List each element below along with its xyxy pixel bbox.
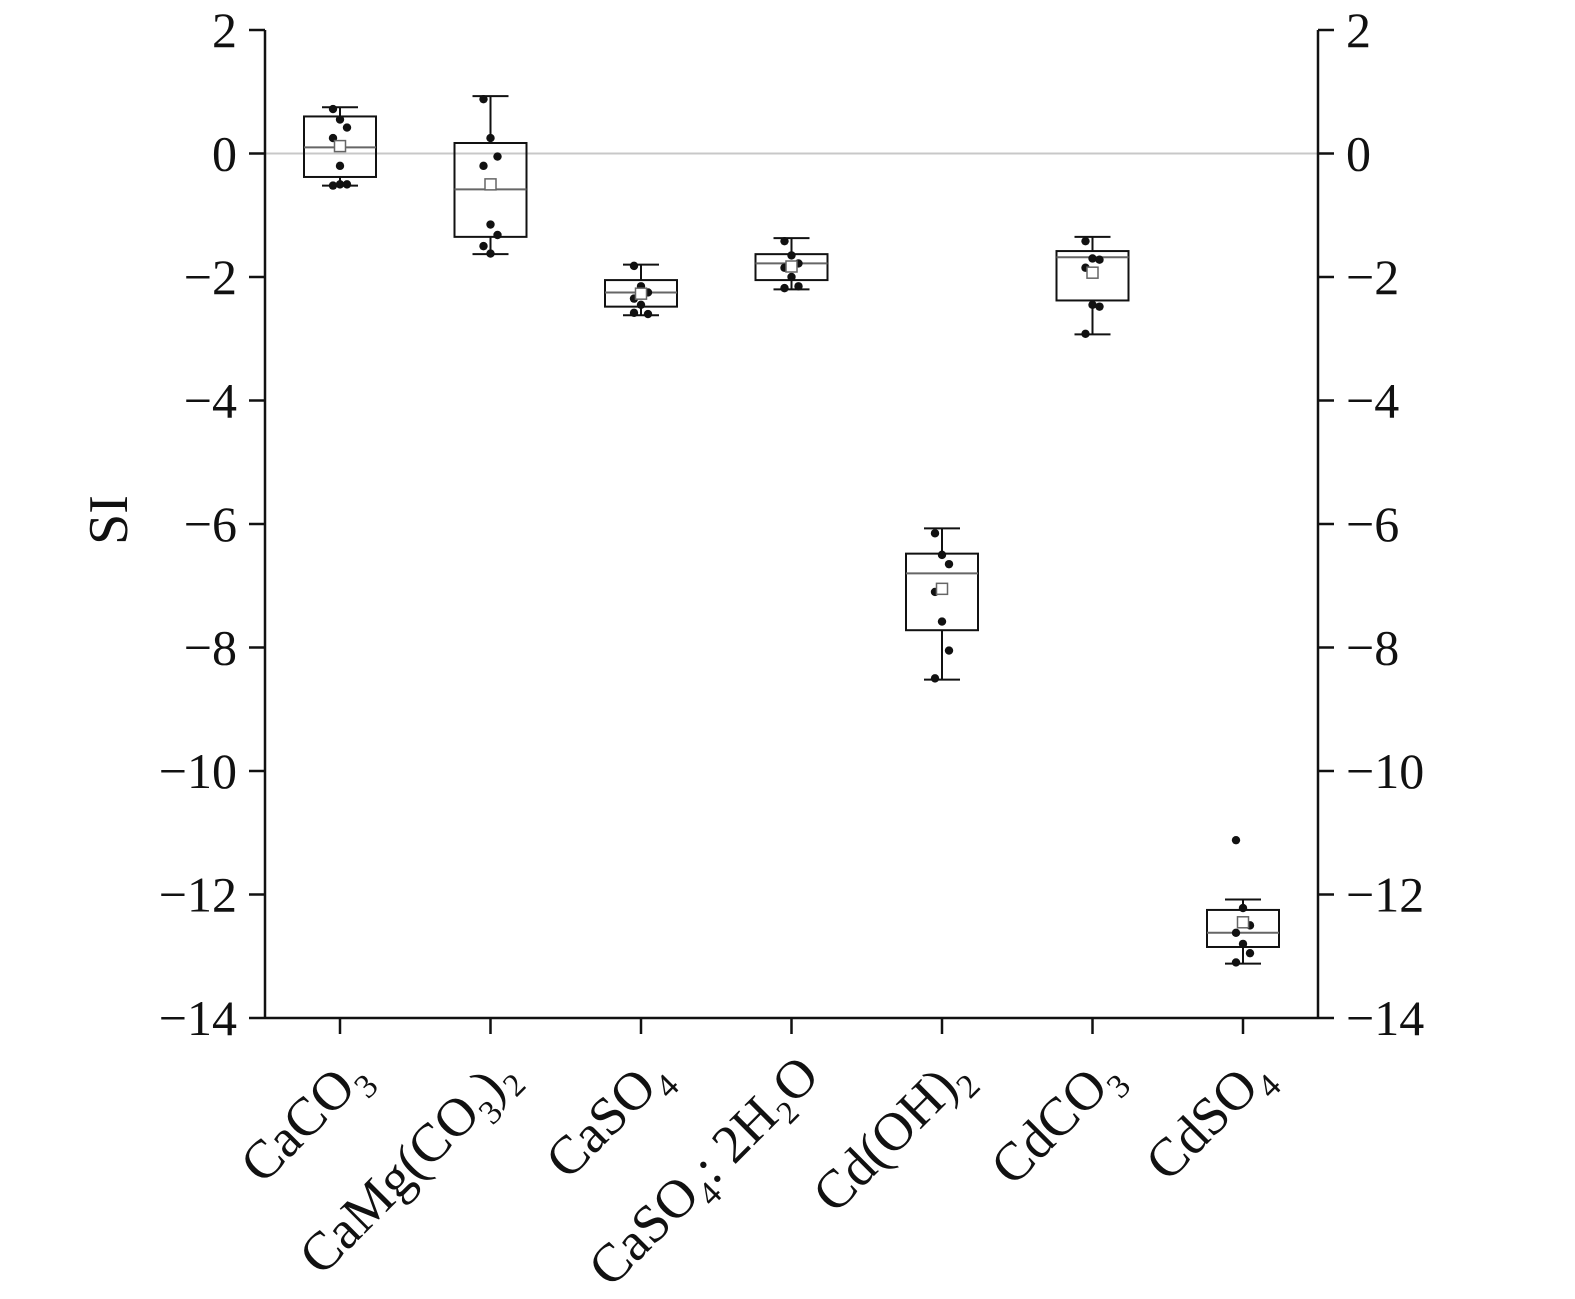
data-point	[937, 617, 947, 626]
data-point	[479, 94, 488, 104]
data-point	[1081, 329, 1090, 339]
category-name: CdCO	[979, 1056, 1119, 1196]
data-point	[787, 251, 796, 260]
y-tick-label-left: −6	[184, 496, 237, 552]
x-category-label: CdCO3	[979, 1044, 1138, 1203]
data-point	[944, 646, 954, 655]
data-point	[479, 241, 488, 251]
y-tick-label-left: −8	[184, 620, 237, 676]
category-suffix: : 2H₂O	[680, 1044, 830, 1194]
data-point	[486, 133, 495, 143]
y-tick-label-right: −4	[1346, 373, 1399, 429]
mean-marker	[935, 582, 949, 596]
y-axis-label: SI	[78, 495, 140, 545]
data-point	[328, 104, 338, 114]
category-name: CaSO	[534, 1056, 668, 1190]
data-point	[493, 152, 502, 161]
data-point	[1081, 236, 1090, 246]
data-point	[493, 230, 502, 240]
y-tick-label-right: −8	[1346, 620, 1399, 676]
data-point	[486, 220, 495, 229]
mean-marker	[333, 139, 347, 153]
data-point	[1095, 255, 1104, 264]
y-tick-label-left: 0	[212, 126, 237, 182]
data-point	[1095, 302, 1104, 311]
mean-marker	[484, 178, 497, 191]
y-tick-label-right: −6	[1346, 496, 1399, 552]
data-point	[629, 261, 639, 271]
y-tick-label-right: −2	[1346, 249, 1399, 305]
y-tick-label-left: 2	[212, 2, 237, 58]
data-point	[629, 308, 639, 318]
data-point	[643, 309, 653, 319]
data-point	[937, 550, 947, 560]
data-point	[930, 529, 940, 538]
y-tick-label-left: −4	[184, 373, 237, 429]
data-point	[636, 300, 646, 309]
data-point	[342, 180, 352, 189]
y-tick-label-right: −14	[1346, 990, 1424, 1046]
y-tick-label-right: 0	[1346, 126, 1371, 182]
y-tick-label-left: −14	[159, 990, 237, 1046]
x-category-label: Cd(OH)2	[801, 1044, 988, 1231]
data-point	[944, 559, 954, 569]
data-point	[1238, 939, 1248, 949]
category-name: CaCO	[229, 1056, 367, 1194]
mean-marker	[1236, 916, 1250, 929]
y-tick-label-right: 2	[1346, 2, 1371, 58]
data-point	[335, 180, 345, 189]
plot-area: 2 2 0 0 −2 −2 −4 −4 −6 −6 −8 −8 −10 −10 −12 −12 −14 −14 Ca…	[159, 2, 1424, 1298]
data-point	[1088, 254, 1097, 263]
y-tick-label-left: −2	[184, 249, 237, 305]
category-suffix: )₂	[461, 1044, 529, 1112]
data-point	[930, 674, 940, 683]
data-point	[794, 282, 803, 291]
data-point	[1231, 958, 1241, 967]
mean-marker	[785, 260, 798, 273]
category-name: CaSO	[577, 1164, 711, 1298]
y-tick-label-right: −12	[1346, 867, 1424, 923]
mean-marker	[1086, 266, 1099, 279]
data-point	[486, 249, 495, 258]
data-point	[1238, 903, 1248, 913]
data-point	[479, 161, 488, 171]
data-point	[780, 236, 789, 246]
x-category-label: CdSO4	[1134, 1044, 1289, 1199]
category-name: Cd(OH)	[801, 1056, 969, 1224]
data-point	[1245, 948, 1255, 958]
data-point	[1088, 300, 1097, 309]
data-point	[328, 181, 338, 190]
data-point	[335, 115, 345, 124]
data-point	[787, 272, 796, 282]
category-name: CdSO	[1134, 1056, 1270, 1192]
data-point	[780, 283, 789, 293]
y-tick-label-left: −12	[159, 867, 237, 923]
data-point	[335, 161, 345, 171]
data-point	[342, 123, 352, 132]
box-iqr	[1055, 250, 1130, 302]
mean-marker	[634, 287, 648, 300]
y-tick-label-right: −10	[1346, 743, 1424, 799]
data-point	[1231, 928, 1241, 937]
data-point	[1231, 835, 1241, 845]
y-tick-label-left: −10	[159, 743, 237, 799]
